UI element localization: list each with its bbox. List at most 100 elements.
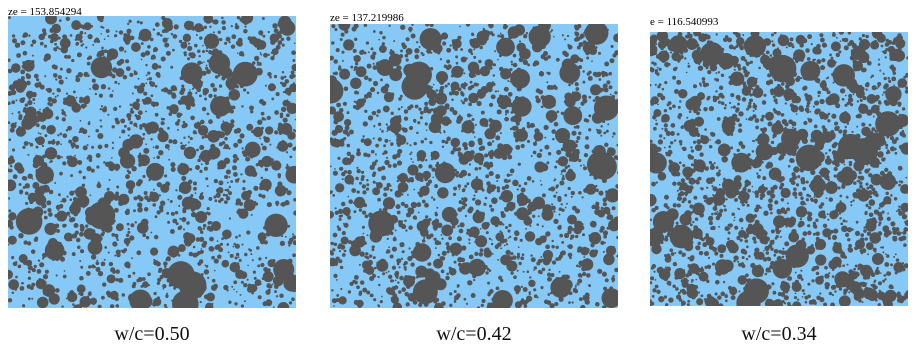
particle — [70, 174, 74, 178]
particle — [162, 37, 168, 43]
particle — [597, 268, 603, 274]
particle — [414, 48, 420, 54]
particle — [182, 41, 187, 46]
particle — [263, 136, 267, 140]
particle — [693, 140, 697, 144]
particle — [600, 206, 604, 210]
particle — [650, 47, 656, 53]
particle — [163, 27, 170, 33]
particle — [707, 215, 714, 222]
particle — [895, 227, 900, 232]
particle — [824, 282, 830, 288]
particle — [838, 129, 843, 134]
particle — [492, 82, 496, 86]
particle — [201, 49, 206, 54]
particle — [208, 119, 213, 125]
particle — [118, 150, 123, 155]
particle — [663, 146, 666, 149]
particle — [469, 38, 475, 44]
particle — [526, 209, 532, 215]
particle — [405, 90, 411, 97]
particle — [24, 103, 28, 107]
particle — [331, 95, 335, 99]
particle — [192, 81, 196, 85]
particle — [468, 140, 475, 148]
particle — [550, 186, 556, 192]
particle — [397, 281, 400, 284]
particle — [261, 277, 265, 281]
particle — [118, 46, 125, 52]
particle — [549, 303, 555, 308]
particle — [27, 241, 32, 246]
particle — [587, 75, 593, 81]
particle — [500, 231, 503, 235]
particle — [68, 299, 71, 302]
particle — [652, 288, 657, 293]
particle — [346, 143, 351, 148]
particle — [372, 171, 377, 176]
particle — [232, 158, 238, 164]
particle — [372, 226, 380, 234]
particle — [588, 44, 592, 48]
particle — [418, 164, 423, 169]
particle — [178, 189, 182, 192]
particle — [105, 29, 110, 33]
particle — [515, 144, 521, 150]
particle — [837, 263, 842, 268]
particle — [33, 228, 38, 233]
particle — [564, 193, 568, 197]
particle — [426, 48, 432, 54]
particle — [547, 293, 551, 296]
particle — [362, 287, 368, 293]
particle — [8, 101, 11, 106]
particle — [858, 171, 862, 175]
particle — [500, 34, 505, 39]
particle — [844, 125, 847, 129]
particle — [588, 232, 602, 245]
particle — [812, 232, 816, 236]
particle — [270, 158, 274, 162]
particle — [22, 260, 28, 266]
particle — [91, 78, 96, 83]
particle — [415, 275, 419, 279]
particle — [157, 131, 169, 143]
particle — [32, 182, 40, 189]
particle — [418, 280, 421, 284]
particle — [212, 43, 216, 48]
particle — [775, 120, 781, 126]
particle — [79, 223, 84, 229]
particle — [147, 71, 151, 75]
particle — [396, 160, 403, 166]
particle — [352, 105, 357, 109]
particle — [64, 224, 67, 227]
particle — [56, 87, 61, 92]
particle — [103, 198, 107, 202]
particle — [247, 283, 252, 288]
particle — [200, 61, 203, 64]
particle — [148, 172, 153, 177]
particle — [533, 269, 535, 271]
particle — [414, 169, 419, 173]
particle — [780, 187, 791, 199]
particle — [237, 138, 243, 144]
particle — [850, 200, 853, 204]
particle — [231, 105, 236, 110]
particle — [688, 240, 694, 245]
particle — [802, 38, 808, 44]
particle — [131, 257, 134, 260]
particle — [101, 231, 105, 235]
particle — [820, 202, 825, 206]
particle — [696, 111, 700, 116]
particle — [387, 67, 393, 73]
particle — [858, 38, 871, 51]
particle — [903, 146, 908, 152]
particle — [330, 250, 333, 255]
particle — [107, 71, 113, 77]
particle — [876, 237, 881, 242]
particle — [131, 42, 141, 52]
particle — [555, 57, 560, 62]
particle — [582, 80, 586, 84]
particle — [235, 201, 240, 206]
particle — [561, 34, 564, 37]
particle — [877, 303, 881, 306]
